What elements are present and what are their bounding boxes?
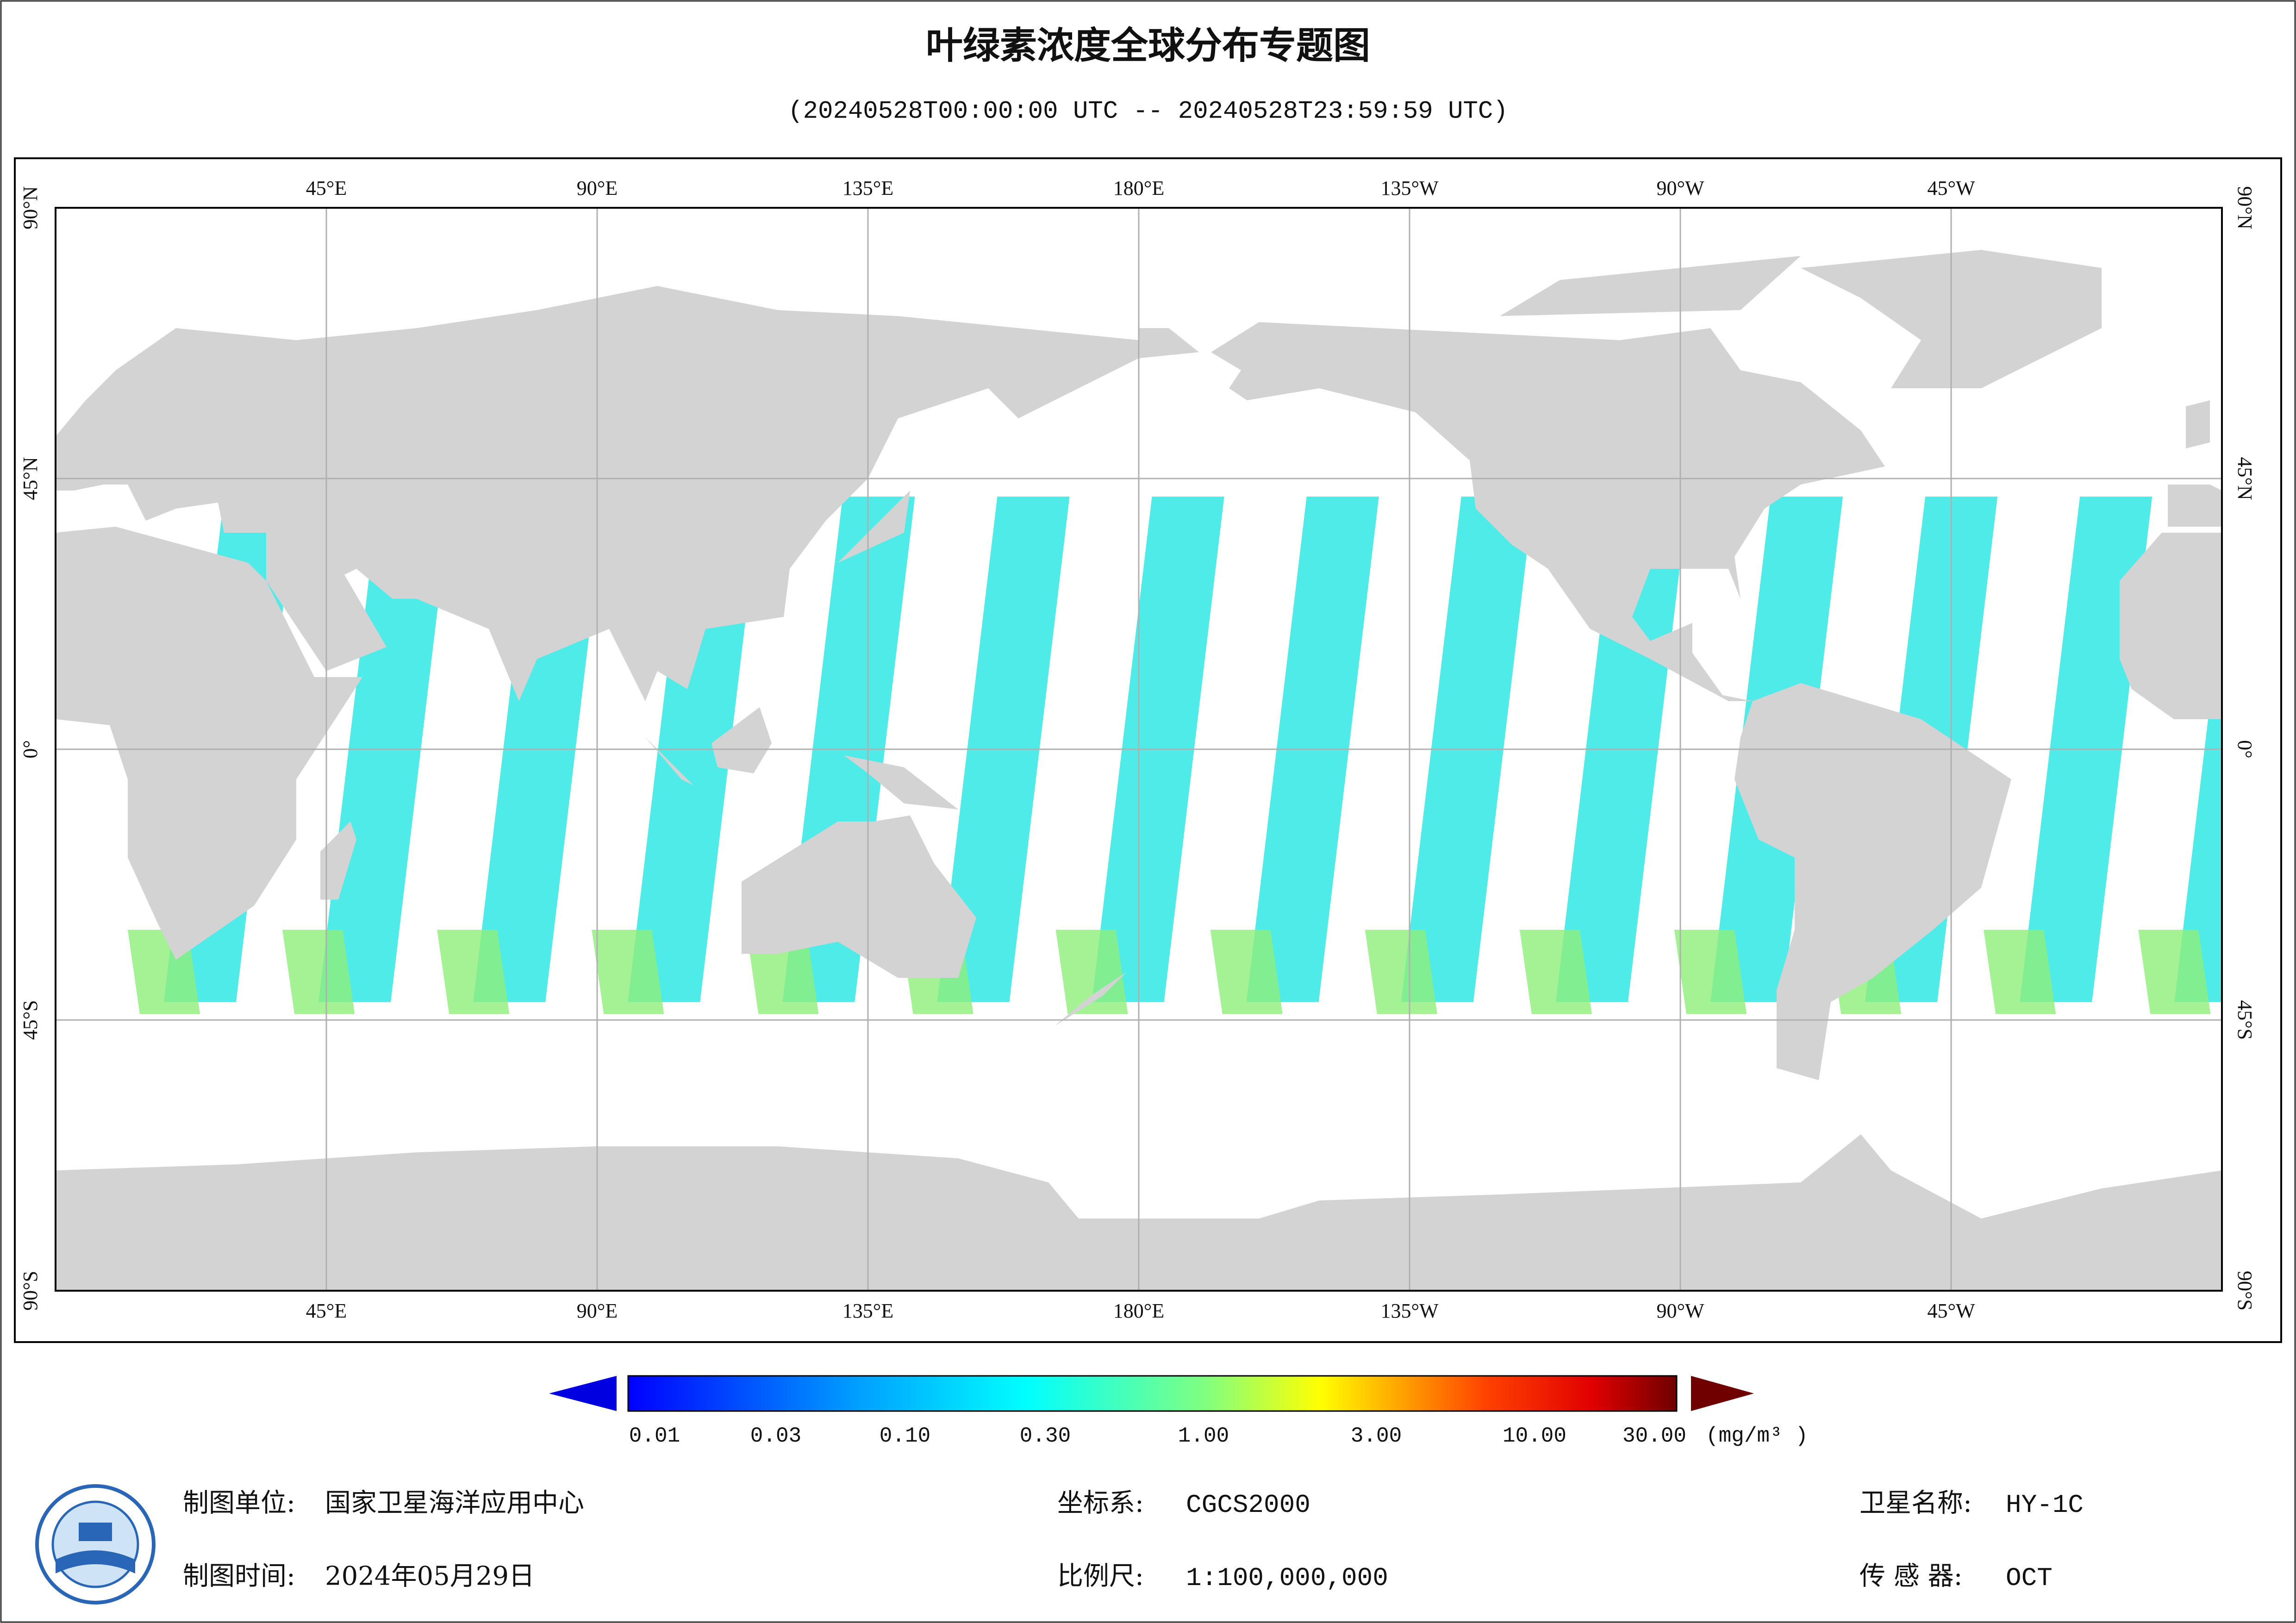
colorbar-tick-label: 1.00 <box>1178 1424 1229 1448</box>
lon-label: 90°E <box>577 177 618 199</box>
lat-label: 0° <box>19 740 42 759</box>
lon-label: 135°W <box>1380 177 1439 199</box>
lon-label: 90°W <box>1656 1300 1704 1322</box>
swath-edge <box>2138 930 2211 1014</box>
footer-value: 1:100,000,000 <box>1186 1563 1388 1593</box>
lat-label: 45°N <box>2234 457 2256 500</box>
swath-edge <box>1055 930 1128 1014</box>
graticule <box>56 208 2222 1291</box>
colorbar-tick-label: 0.10 <box>880 1424 930 1448</box>
colorbar-unit: (mg/m³ ) <box>1706 1424 1808 1448</box>
lon-label: 45°E <box>306 177 347 199</box>
colorbar-tick-label: 30.00 <box>1622 1424 1686 1448</box>
subtitle: (20240528T00:00:00 UTC -- 20240528T23:59… <box>788 97 1508 125</box>
lon-label: 45°W <box>1927 177 1975 199</box>
footer-value: HY-1C <box>2006 1490 2084 1520</box>
map-frame <box>14 157 2282 1343</box>
lat-label: 90°S <box>2234 1271 2256 1311</box>
lat-label: 45°S <box>19 1000 42 1040</box>
lon-label: 135°E <box>842 1300 893 1322</box>
lon-label: 90°E <box>577 1300 618 1322</box>
lat-label: 45°S <box>2234 1000 2256 1040</box>
swath-edge <box>592 930 664 1014</box>
footer-value: 2024年05月29日 <box>325 1561 535 1592</box>
footer-value: OCT <box>2006 1563 2053 1593</box>
lon-label: 135°E <box>842 177 893 199</box>
lat-label: 0° <box>2234 740 2256 759</box>
map-border <box>55 207 2223 1292</box>
lon-label: 180°E <box>1113 177 1164 199</box>
lon-label: 45°E <box>306 1300 347 1322</box>
swath-edge <box>1984 930 2056 1014</box>
footer-label: 卫星名称: <box>1859 1488 1972 1518</box>
swath-edge <box>1519 930 1592 1014</box>
colorbar-over <box>1691 1376 1754 1411</box>
footer-label: 制图单位: <box>183 1488 295 1518</box>
footer-value: CGCS2000 <box>1186 1490 1310 1520</box>
lat-label: 90°N <box>2234 186 2256 229</box>
colorbar-under <box>549 1376 617 1411</box>
swath-edge <box>282 930 355 1014</box>
footer-label: 比例尺: <box>1057 1561 1144 1592</box>
lon-label: 180°E <box>1113 1300 1164 1322</box>
lon-label: 135°W <box>1380 1300 1439 1322</box>
lat-label: 45°N <box>19 457 42 500</box>
swath-edge <box>1365 930 1437 1014</box>
swath-edge <box>1210 930 1283 1014</box>
colorbar-tick-label: 3.00 <box>1351 1424 1402 1448</box>
footer-value: 国家卫星海洋应用中心 <box>325 1488 584 1518</box>
colorbar-tick-label: 0.03 <box>750 1424 801 1448</box>
map <box>56 208 2222 1291</box>
colorbar-ticks: 0.01 0.03 0.10 0.30 1.00 3.00 10.00 30.00 <box>629 1424 1686 1448</box>
footer-label: 坐标系: <box>1057 1488 1144 1518</box>
swath-edge <box>437 930 510 1014</box>
colorbar-tick-label: 0.01 <box>629 1424 680 1448</box>
lat-label: 90°S <box>19 1271 42 1311</box>
footer-label: 制图时间: <box>183 1561 295 1592</box>
lon-label: 90°W <box>1656 177 1704 199</box>
footer-label: 传 感 器: <box>1859 1561 1962 1592</box>
colorbar <box>627 1375 1678 1412</box>
lat-label: 90°N <box>19 186 42 229</box>
swath-edge <box>1674 930 1747 1014</box>
title: 叶绿素浓度全球分布专题图 <box>926 24 1370 67</box>
colorbar-tick-label: 0.30 <box>1020 1424 1071 1448</box>
logo <box>35 1484 156 1604</box>
lon-label: 45°W <box>1927 1300 1975 1322</box>
colorbar-tick-label: 10.00 <box>1503 1424 1566 1448</box>
